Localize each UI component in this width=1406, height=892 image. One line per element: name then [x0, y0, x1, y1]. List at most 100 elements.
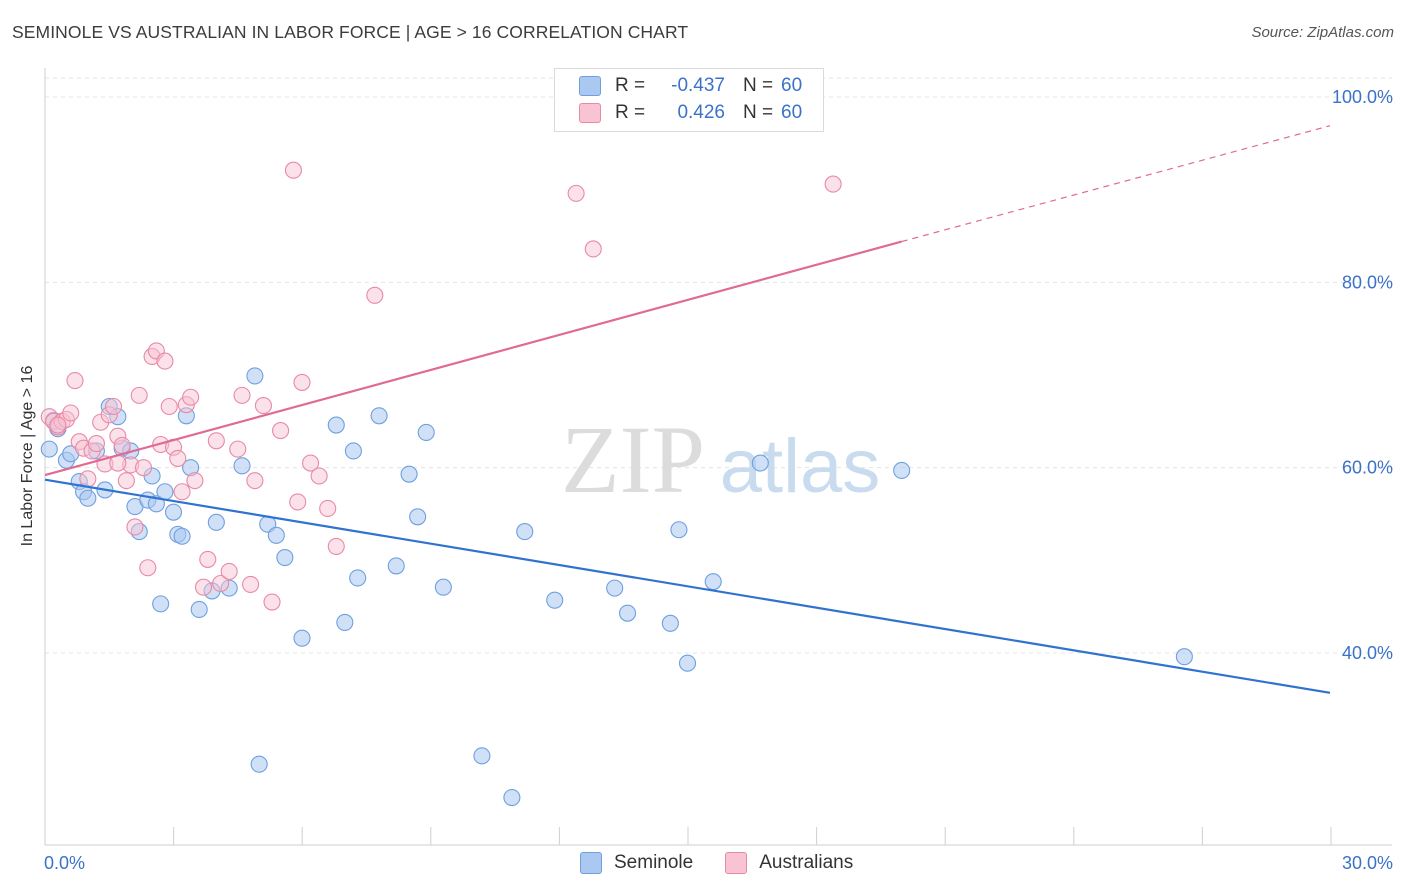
australians-point — [229, 440, 247, 458]
legend-row-seminole: R = -0.437 N = 60 — [579, 75, 802, 97]
seminole-point — [606, 579, 624, 597]
grid-lines — [45, 77, 1392, 654]
y-tick-label: 100.0% — [1332, 87, 1393, 107]
australians-trendline — [44, 240, 902, 477]
australians-point — [584, 240, 602, 258]
seminole-point — [670, 521, 688, 539]
data-points — [40, 161, 1193, 807]
legend-r-label: R = — [615, 102, 646, 123]
australians-point — [160, 397, 178, 416]
australians-point — [327, 537, 345, 555]
seminole-point — [156, 483, 174, 501]
correlation-legend: R = -0.437 N = 60 R = 0.426 N = 60 — [554, 68, 824, 132]
y-tick-label: 40.0% — [1342, 643, 1393, 663]
australians-point — [113, 436, 131, 454]
australians-point — [169, 449, 187, 467]
legend-r-label: R = — [615, 75, 646, 96]
seminole-point — [164, 503, 183, 521]
watermark: ZIP atlas — [561, 406, 880, 513]
x-tick-label-max: 30.0% — [1342, 853, 1393, 873]
seminole-point — [190, 600, 208, 618]
legend-n-value: 60 — [781, 75, 803, 96]
australians-point — [194, 578, 213, 596]
seminole-point — [233, 457, 251, 475]
legend-row-australians: R = 0.426 N = 60 — [579, 102, 802, 124]
australians-point — [284, 161, 302, 179]
australians-point — [319, 499, 337, 517]
seminole-point — [276, 549, 294, 567]
seminole-point — [152, 595, 170, 613]
seminole-point — [370, 407, 388, 425]
legend-n-label: N = — [743, 75, 774, 96]
seminole-point — [503, 789, 521, 807]
australians-point — [242, 575, 260, 593]
australians-point — [117, 472, 135, 490]
australians-point — [246, 472, 264, 490]
series-label-seminole: Seminole — [614, 852, 694, 873]
australians-point — [212, 574, 230, 593]
seminole-point — [246, 367, 264, 385]
legend-swatch-australians — [579, 103, 601, 123]
seminole-point — [434, 578, 452, 596]
australians-point — [130, 386, 148, 404]
australians-point — [66, 372, 84, 390]
australians-point — [79, 470, 97, 488]
seminole-point — [327, 416, 345, 434]
seminole-point — [336, 613, 354, 631]
seminole-point — [1175, 648, 1193, 666]
australians-point — [254, 397, 273, 415]
australians-point — [49, 416, 67, 434]
watermark-atlas: atlas — [720, 424, 881, 509]
y-tick-label: 80.0% — [1342, 272, 1393, 292]
australians-point — [272, 422, 290, 440]
source-label: Source: ZipAtlas.com — [1251, 24, 1394, 41]
australians-point — [87, 435, 105, 453]
australians-point — [173, 483, 191, 501]
series-label-australians: Australians — [759, 852, 854, 873]
australians-point — [207, 432, 225, 450]
australians-point — [233, 386, 251, 404]
y-axis-label: In Labor Force | Age > 16 — [19, 365, 36, 547]
tick-labels: 100.0% 80.0% 60.0% 40.0% 0.0% 30.0% — [44, 87, 1393, 873]
australians-point — [293, 373, 311, 391]
australians-point — [289, 493, 307, 511]
trendlines — [44, 125, 1331, 694]
seminole-point — [40, 440, 58, 458]
australians-point — [263, 593, 281, 611]
legend-swatch-seminole — [579, 76, 601, 96]
australians-point — [126, 518, 144, 536]
seminole-point — [79, 489, 97, 507]
seminole-point — [417, 423, 435, 442]
seminole-point — [409, 508, 427, 526]
legend-n-label: N = — [743, 102, 774, 123]
australians-point — [302, 454, 320, 472]
seminole-point — [344, 442, 362, 460]
australians-point — [182, 388, 200, 406]
australians-point — [134, 459, 153, 477]
australians-point — [366, 286, 384, 304]
australians-point — [824, 175, 842, 193]
legend-r-value: 0.426 — [677, 102, 725, 123]
seminole-point — [207, 513, 225, 531]
axes — [44, 68, 1392, 846]
series-swatch-australians — [725, 852, 748, 874]
series-legend: Seminole Australians — [580, 852, 885, 874]
x-tick-label-min: 0.0% — [44, 853, 85, 873]
seminole-point — [704, 573, 722, 591]
seminole-point — [400, 465, 418, 483]
australians-point — [567, 184, 585, 202]
australians-point — [156, 352, 174, 370]
series-swatch-seminole — [580, 852, 602, 874]
series-legend-seminole[interactable]: Seminole — [580, 852, 693, 874]
australians-point — [220, 562, 238, 581]
series-legend-australians[interactable]: Australians — [725, 852, 853, 874]
seminole-point — [618, 604, 637, 622]
australians-point — [104, 397, 123, 416]
seminole-point — [387, 557, 405, 575]
legend-n-value: 60 — [781, 102, 803, 123]
y-tick-label: 60.0% — [1342, 458, 1393, 478]
legend-r-value: -0.437 — [671, 75, 725, 96]
seminole-point — [349, 569, 367, 587]
seminole-point — [267, 526, 285, 544]
australians-trendline-extension — [901, 125, 1331, 243]
